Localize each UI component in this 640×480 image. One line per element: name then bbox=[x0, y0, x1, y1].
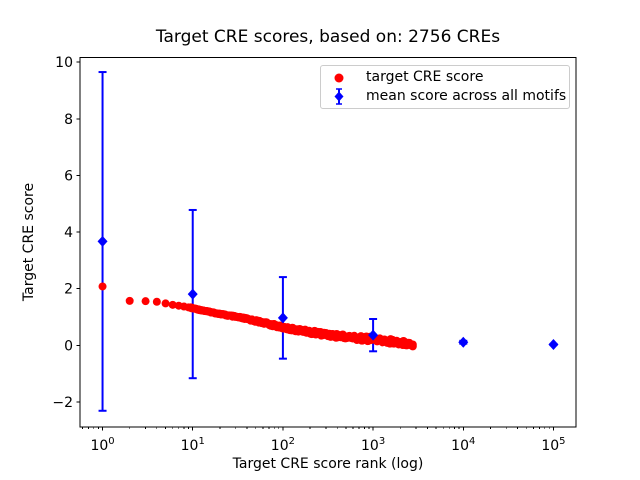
mean-score-point bbox=[368, 329, 379, 341]
x-tick-label: 101 bbox=[181, 436, 205, 454]
x-tick-label: 103 bbox=[361, 436, 385, 454]
target-score-point bbox=[168, 300, 177, 309]
x-tick-label: 102 bbox=[271, 436, 295, 454]
x-axis-label: Target CRE score rank (log) bbox=[232, 456, 424, 472]
target-score-point bbox=[125, 296, 134, 305]
y-tick-label: 0 bbox=[64, 338, 73, 354]
target-score-point bbox=[141, 297, 150, 306]
legend-entry-mean: mean score across all motifs bbox=[325, 87, 569, 106]
x-tick-label: 100 bbox=[90, 436, 114, 454]
legend-target-marker-icon bbox=[325, 72, 353, 84]
y-tick-label: 8 bbox=[64, 112, 73, 128]
target-score-point bbox=[161, 299, 170, 308]
legend-target-label: target CRE score bbox=[366, 69, 484, 85]
mean-score-point bbox=[277, 312, 288, 324]
target-score-band-point bbox=[408, 342, 417, 351]
legend-mean-label: mean score across all motifs bbox=[366, 88, 567, 104]
legend-entry-target: target CRE score bbox=[325, 68, 569, 87]
y-tick-label: −2 bbox=[52, 395, 73, 411]
x-tick-label: 104 bbox=[451, 436, 475, 454]
legend-box: target CRE score mean score across all m… bbox=[320, 65, 570, 109]
plot-frame bbox=[79, 57, 577, 428]
y-tick-label: 2 bbox=[64, 282, 73, 298]
y-tick-label: 4 bbox=[64, 225, 73, 241]
y-tick-label: 6 bbox=[64, 168, 73, 184]
target-score-point bbox=[98, 282, 107, 291]
y-tick-label: 10 bbox=[55, 55, 73, 71]
x-tick-label: 105 bbox=[541, 436, 565, 454]
chart-title: Target CRE scores, based on: 2756 CREs bbox=[155, 27, 501, 47]
target-score-point bbox=[152, 297, 161, 306]
mean-score-point bbox=[458, 336, 469, 348]
legend-mean-marker-icon bbox=[325, 87, 353, 106]
mean-score-point bbox=[97, 235, 108, 247]
mean-score-point bbox=[548, 339, 559, 351]
mean-score-point bbox=[187, 288, 198, 300]
